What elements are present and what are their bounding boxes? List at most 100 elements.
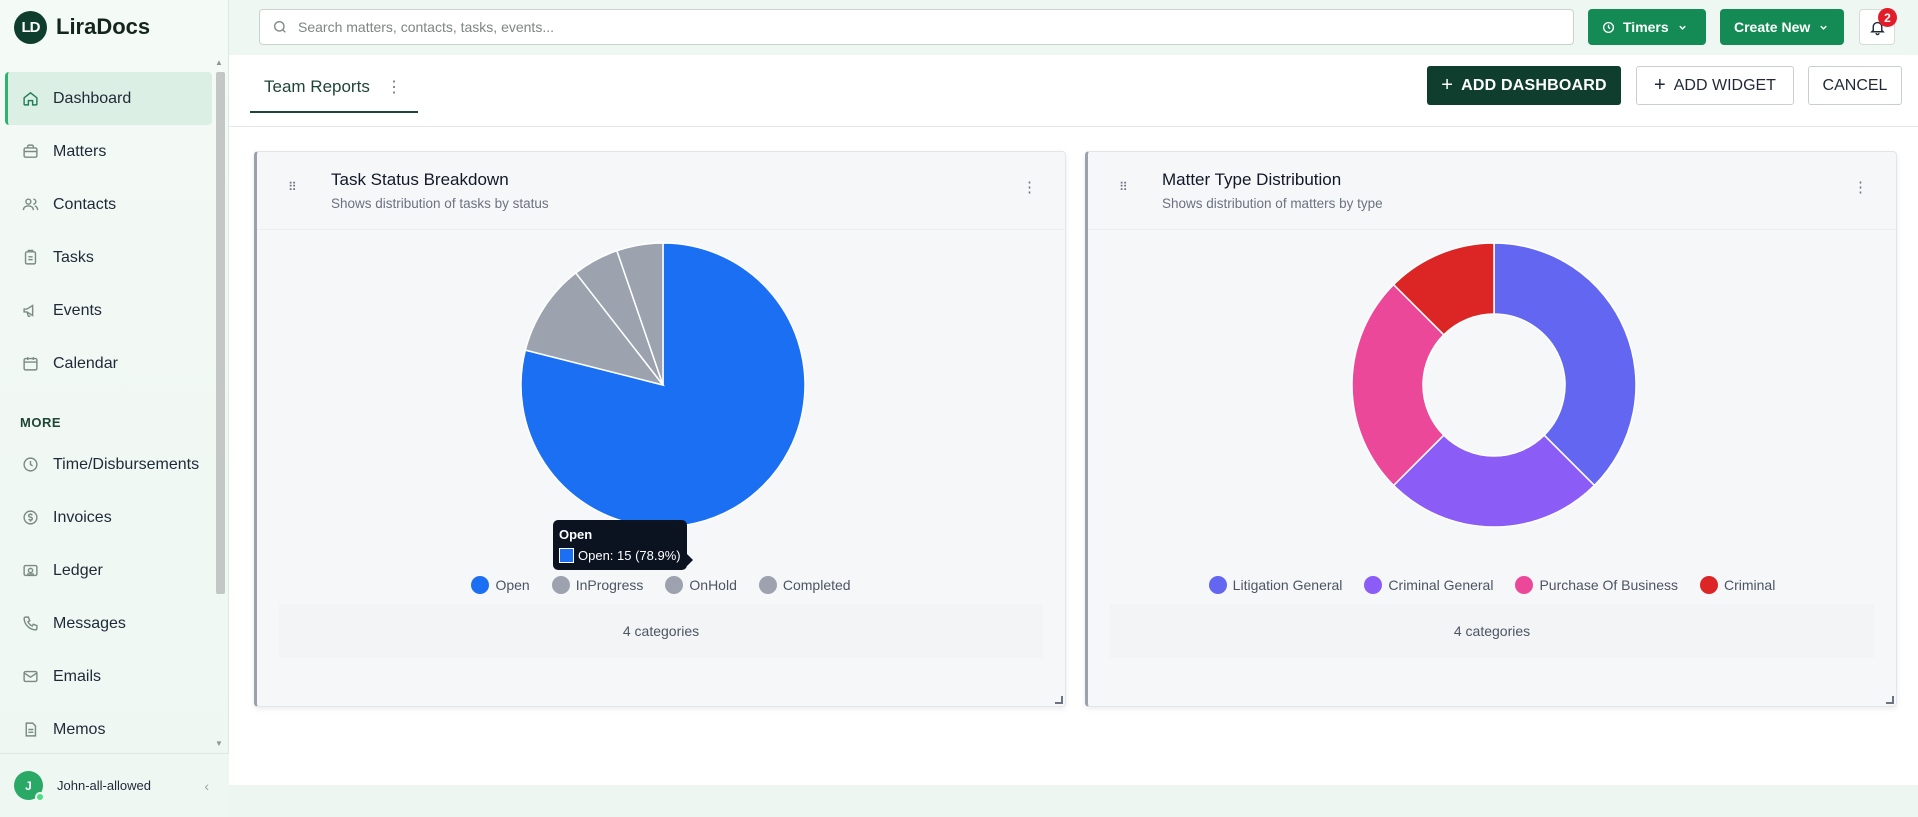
- legend-swatch: [1208, 576, 1227, 594]
- matter-type-donut-chart[interactable]: [1088, 230, 1900, 570]
- tab-label: Team Reports: [264, 77, 370, 96]
- widget-matter-type-distribution: ⠿ Matter Type Distribution Shows distrib…: [1085, 151, 1897, 707]
- legend-swatch: [551, 576, 570, 594]
- sidebar-item-events[interactable]: Events: [0, 284, 214, 337]
- legend-item-onhold[interactable]: OnHold: [665, 576, 737, 594]
- megaphone-icon: [22, 302, 39, 319]
- legend-label: Open: [495, 577, 530, 593]
- dashboard-tabbar: Team Reports ⋮ + ADD DASHBOARD + ADD WID…: [229, 55, 1918, 127]
- legend-item-completed[interactable]: Completed: [758, 576, 851, 594]
- sidebar-item-memos[interactable]: Memos: [0, 703, 214, 752]
- chevron-down-icon: [1678, 25, 1686, 30]
- add-widget-button[interactable]: + ADD WIDGET: [1636, 66, 1794, 105]
- scroll-up-arrow-icon[interactable]: ▲: [215, 58, 223, 67]
- cancel-button[interactable]: CANCEL: [1808, 66, 1902, 105]
- widget-header: ⠿ Matter Type Distribution Shows distrib…: [1088, 152, 1896, 230]
- online-status-dot: [35, 792, 45, 802]
- legend-item-criminal[interactable]: Criminal: [1699, 576, 1776, 594]
- add-dashboard-label: ADD DASHBOARD: [1461, 76, 1607, 94]
- timers-button[interactable]: Timers: [1588, 9, 1706, 45]
- widget-title: Task Status Breakdown: [331, 170, 509, 189]
- sidebar-item-label: Dashboard: [53, 89, 132, 107]
- pie-slice-criminal[interactable]: [1392, 242, 1495, 336]
- create-new-button[interactable]: Create New: [1720, 9, 1844, 45]
- collapse-sidebar-icon[interactable]: ‹: [204, 777, 209, 794]
- widget-task-status-breakdown: ⠿ Task Status Breakdown Shows distributi…: [254, 151, 1066, 707]
- legend-item-purchase-of-business[interactable]: Purchase Of Business: [1515, 576, 1678, 594]
- scroll-thumb[interactable]: [216, 72, 225, 594]
- resize-handle-icon[interactable]: [1886, 696, 1894, 704]
- resize-handle-icon[interactable]: [1055, 696, 1063, 704]
- phone-icon: [22, 615, 39, 632]
- chart-tooltip: Open Open: 15 (78.9%): [553, 520, 693, 570]
- task-status-pie-chart[interactable]: [257, 230, 1069, 570]
- clipboard-icon: [22, 249, 39, 266]
- sidebar-item-time-disbursements[interactable]: Time/Disbursements: [0, 438, 214, 491]
- tab-more-icon[interactable]: ⋮: [386, 79, 402, 96]
- user-name: John-all-allowed: [57, 778, 151, 793]
- chevron-down-icon: [1820, 25, 1828, 30]
- tooltip-text: Open: 15 (78.9%): [578, 548, 681, 563]
- avatar-initial: J: [25, 778, 32, 793]
- brand[interactable]: LD LiraDocs: [14, 10, 150, 44]
- legend-item-inprogress[interactable]: InProgress: [551, 576, 643, 594]
- search-box[interactable]: [259, 9, 1574, 45]
- legend-item-criminal-general[interactable]: Criminal General: [1364, 576, 1493, 594]
- sidebar-item-messages[interactable]: Messages: [0, 597, 214, 650]
- sidebar-scrollbar[interactable]: ▲ ▼: [214, 58, 225, 748]
- sidebar-item-label: Messages: [53, 614, 126, 632]
- sidebar-item-contacts[interactable]: Contacts: [0, 178, 214, 231]
- pie-slice-inprogress[interactable]: [524, 271, 665, 387]
- legend-item-litigation-general[interactable]: Litigation General: [1208, 576, 1342, 594]
- sidebar-item-label: Events: [53, 301, 102, 319]
- pie-slice-criminal-general[interactable]: [1392, 434, 1596, 528]
- tooltip-row: Open: 15 (78.9%): [559, 548, 681, 563]
- avatar[interactable]: J: [14, 771, 45, 802]
- drag-handle-icon[interactable]: ⠿: [1119, 180, 1128, 194]
- widget-footer: 4 categories: [279, 604, 1043, 658]
- sidebar-item-label: Memos: [53, 720, 106, 738]
- more-section-heading: MORE: [20, 415, 61, 430]
- chart-legend: Litigation General Criminal General Purcha…: [1088, 576, 1896, 594]
- add-dashboard-button[interactable]: + ADD DASHBOARD: [1427, 66, 1621, 105]
- legend-label: OnHold: [689, 577, 737, 593]
- legend-label: Purchase Of Business: [1539, 577, 1678, 593]
- sidebar-item-tasks[interactable]: Tasks: [0, 231, 214, 284]
- legend-item-open[interactable]: Open: [471, 576, 530, 594]
- legend-swatch: [1699, 576, 1718, 594]
- notifications-button[interactable]: 2: [1859, 8, 1897, 45]
- app-logo: LD: [14, 10, 47, 44]
- sidebar-item-ledger[interactable]: Ledger: [0, 544, 214, 597]
- widget-menu-icon[interactable]: ⋮: [1853, 179, 1868, 196]
- tab-team-reports[interactable]: Team Reports ⋮: [250, 63, 418, 113]
- legend-label: Criminal General: [1388, 577, 1494, 593]
- legend-label: Criminal: [1723, 577, 1776, 593]
- legend-swatch: [1364, 576, 1383, 594]
- sidebar-item-matters[interactable]: Matters: [0, 125, 214, 178]
- sidebar-item-dashboard[interactable]: Dashboard: [5, 72, 212, 125]
- topbar: Timers Create New 2: [229, 0, 1918, 55]
- tooltip-swatch: [559, 548, 574, 563]
- widget-footer: 4 categories: [1110, 604, 1874, 658]
- sidebar-item-invoices[interactable]: Invoices: [0, 491, 214, 544]
- pie-slice-litigation-general[interactable]: [1493, 242, 1637, 487]
- search-input[interactable]: [298, 19, 1548, 35]
- sidebar-item-calendar[interactable]: Calendar: [0, 337, 214, 390]
- user-profile[interactable]: J John-all-allowed ‹: [0, 753, 229, 817]
- create-new-label: Create New: [1734, 19, 1811, 35]
- sidebar-item-label: Invoices: [53, 508, 112, 526]
- plus-icon: +: [1654, 74, 1666, 96]
- widget-menu-icon[interactable]: ⋮: [1022, 179, 1037, 196]
- sidebar-item-emails[interactable]: Emails: [0, 650, 214, 703]
- pie-slice-completed[interactable]: [615, 242, 664, 386]
- app-name: LiraDocs: [56, 14, 151, 39]
- sidebar-item-label: Time/Disbursements: [53, 455, 200, 473]
- widget-header: ⠿ Task Status Breakdown Shows distributi…: [257, 152, 1065, 230]
- drag-handle-icon[interactable]: ⠿: [288, 180, 297, 194]
- add-widget-label: ADD WIDGET: [1673, 76, 1776, 94]
- calendar-icon: [22, 355, 39, 372]
- notification-count-badge: 2: [1878, 8, 1897, 27]
- scroll-down-arrow-icon[interactable]: ▼: [215, 739, 223, 748]
- legend-label: Completed: [782, 577, 851, 593]
- pie-slice-purchase-of-business[interactable]: [1351, 283, 1445, 487]
